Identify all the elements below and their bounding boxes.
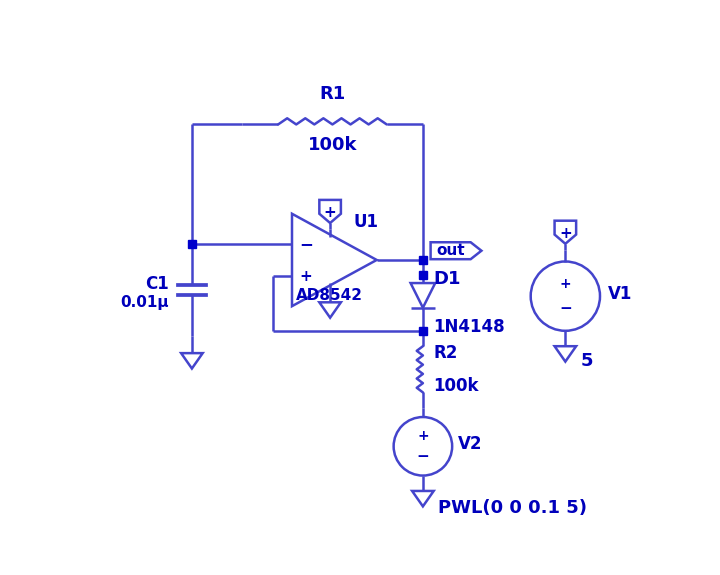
Text: +: +: [300, 269, 312, 283]
Text: R1: R1: [319, 85, 346, 103]
Text: +: +: [417, 429, 428, 443]
Text: −: −: [300, 235, 314, 253]
Text: 1N4148: 1N4148: [433, 319, 505, 336]
Text: 0.01μ: 0.01μ: [120, 295, 168, 310]
Text: −: −: [417, 449, 429, 464]
Text: 5: 5: [581, 352, 593, 370]
Text: +: +: [559, 277, 571, 291]
Text: AD8542: AD8542: [296, 288, 363, 302]
Text: PWL(0 0 0.1 5): PWL(0 0 0.1 5): [438, 499, 588, 517]
Text: 100k: 100k: [433, 377, 480, 395]
Text: D1: D1: [433, 270, 462, 288]
Text: V2: V2: [459, 435, 483, 453]
Text: +: +: [559, 226, 572, 241]
Text: V1: V1: [608, 285, 632, 302]
Text: −: −: [559, 301, 572, 316]
Text: 100k: 100k: [307, 136, 357, 154]
Text: out: out: [436, 243, 465, 258]
Text: C1: C1: [145, 275, 168, 293]
Text: U1: U1: [354, 213, 379, 231]
Text: R2: R2: [433, 344, 458, 362]
Text: +: +: [324, 205, 336, 220]
